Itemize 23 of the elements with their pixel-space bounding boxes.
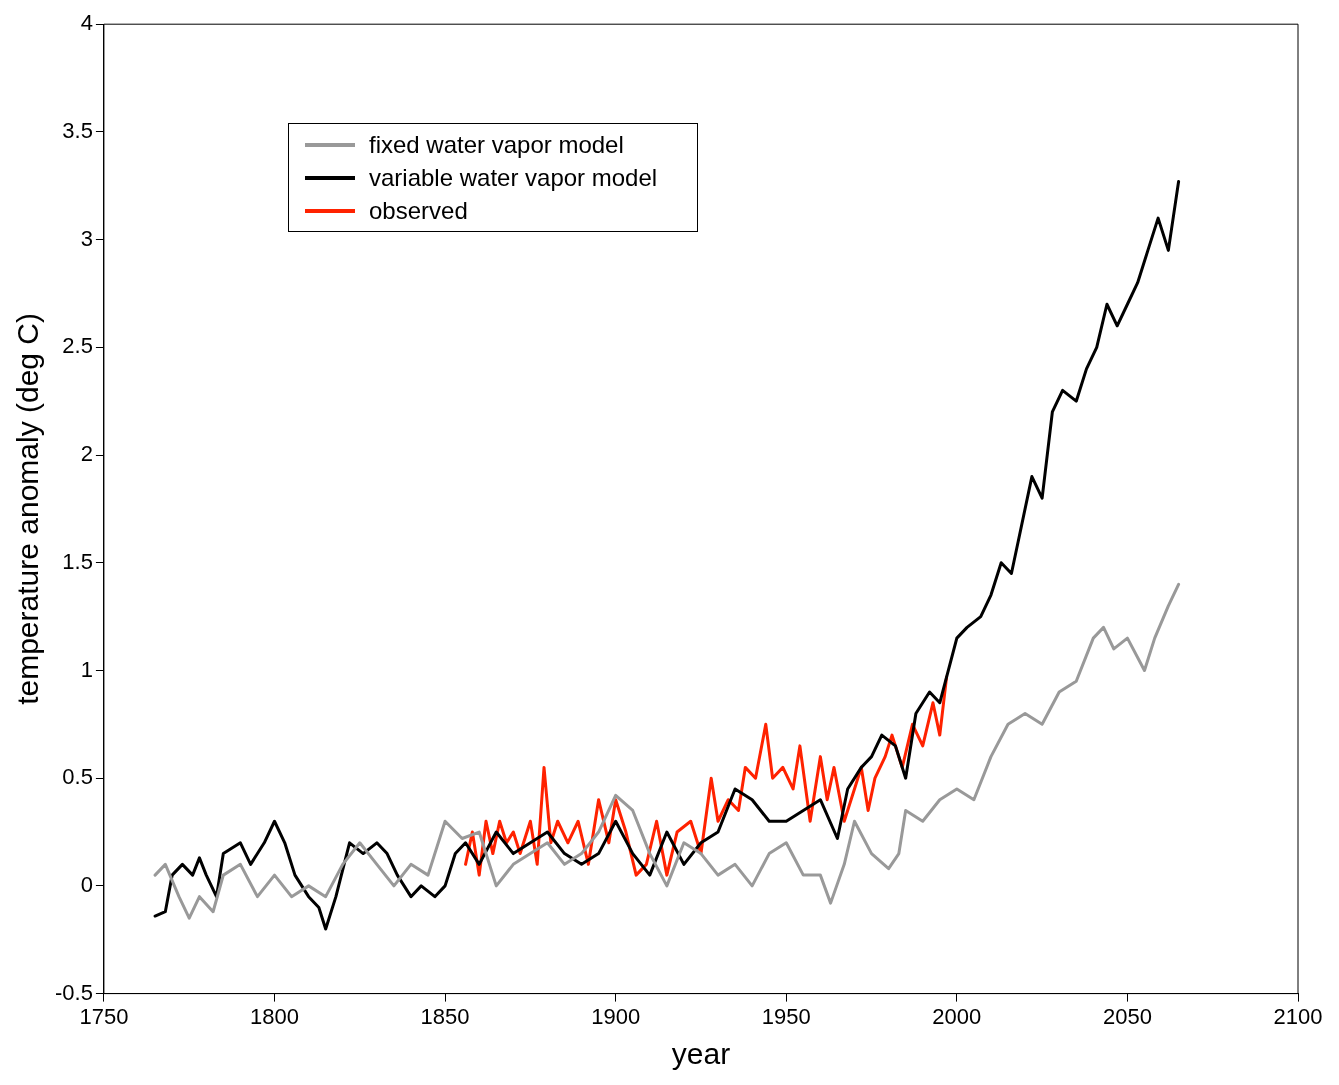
y-tick-label: 2 (80, 441, 93, 467)
y-tick-label: -0.5 (54, 979, 93, 1005)
x-tick-label: 2050 (1102, 1003, 1152, 1029)
y-tick-label: 0 (80, 871, 93, 897)
y-tick-label: 0.5 (62, 764, 93, 790)
y-axis-title: temperature anomaly (deg C) (11, 312, 45, 705)
x-tick-label: 1750 (79, 1003, 129, 1029)
legend-label: variable water vapor model (369, 163, 658, 192)
y-tick-label: 3 (80, 225, 93, 251)
legend-label: observed (369, 196, 468, 225)
y-tick-label: 4 (80, 10, 93, 36)
y-tick-label: 1.5 (62, 548, 93, 574)
y-tick-label: 2.5 (62, 333, 93, 359)
legend-label: fixed water vapor model (369, 130, 624, 159)
x-tick-label: 2100 (1273, 1003, 1323, 1029)
x-tick-label: 2000 (932, 1003, 982, 1029)
y-tick-label: 3.5 (62, 117, 93, 143)
x-tick-label: 1900 (591, 1003, 641, 1029)
x-tick-label: 1800 (250, 1003, 299, 1029)
x-axis-title: year (671, 1037, 731, 1071)
x-tick-label: 1850 (420, 1003, 470, 1029)
y-tick-label: 1 (80, 656, 93, 682)
x-tick-label: 1950 (761, 1003, 811, 1029)
